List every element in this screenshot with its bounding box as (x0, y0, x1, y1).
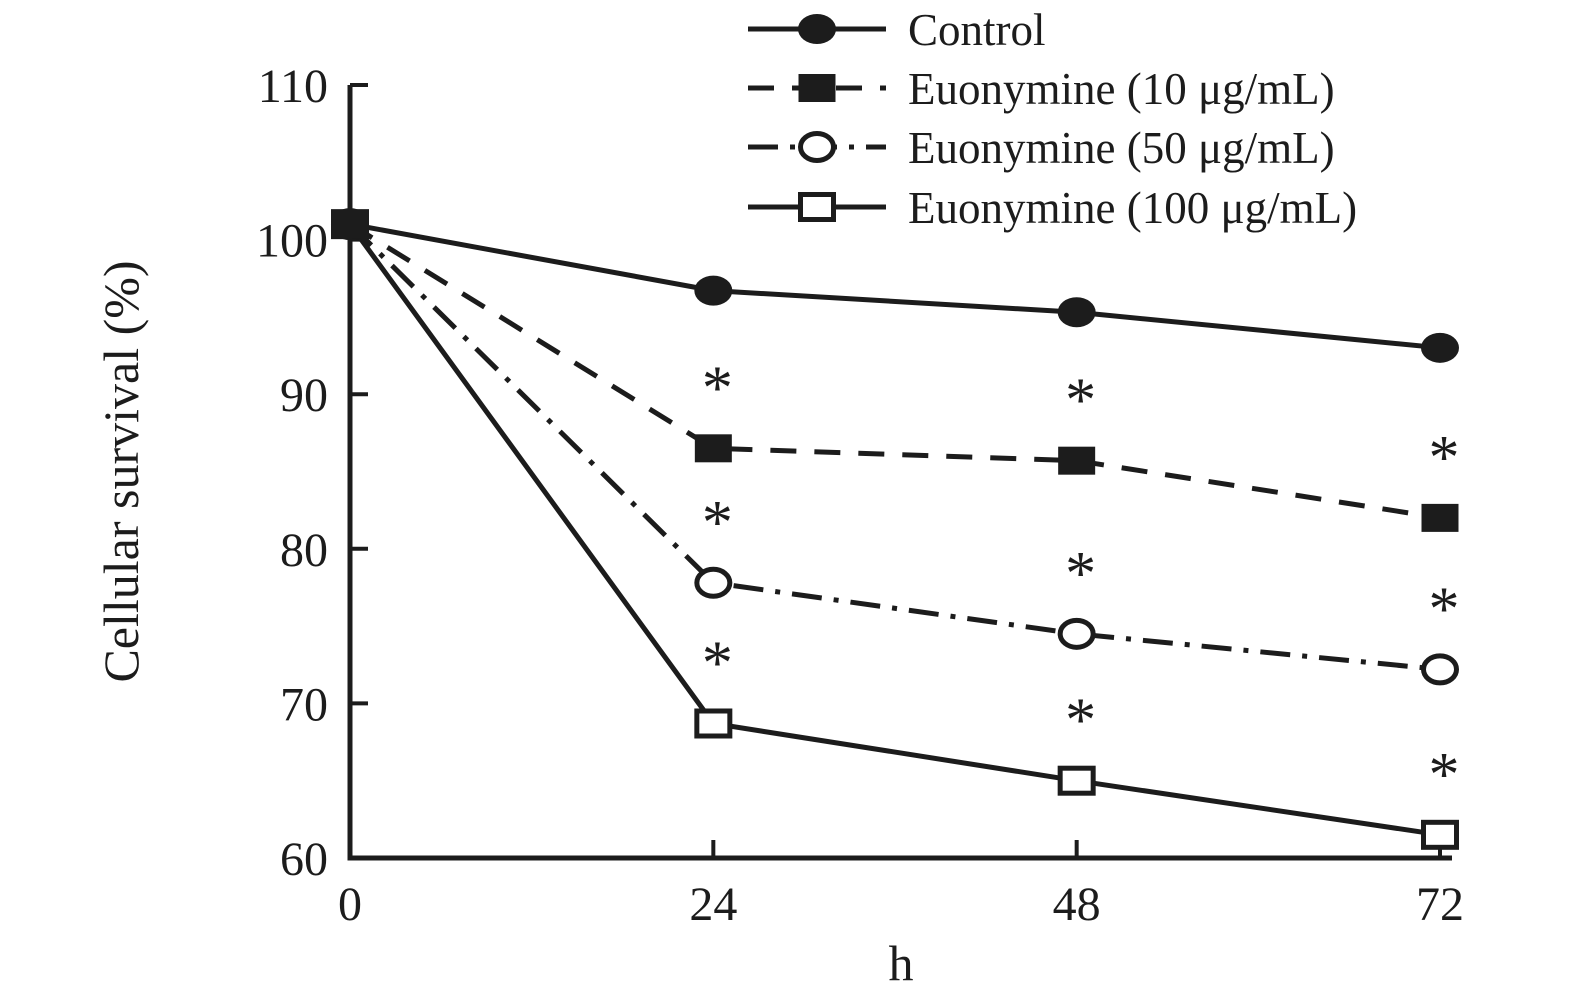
significance-asterisk: * (1429, 575, 1460, 643)
data-point-open-square (1057, 765, 1096, 796)
data-point-filled-square (1421, 503, 1459, 532)
significance-asterisk: * (702, 629, 733, 697)
x-tick-label: 72 (1416, 878, 1464, 931)
significance-asterisk: * (1429, 424, 1460, 492)
data-point-filled-circle (694, 275, 733, 306)
y-axis-title: Cellular survival (%) (93, 260, 149, 682)
data-point-filled-square (1058, 446, 1096, 475)
y-tick-label: 60 (280, 833, 328, 886)
series-line-open-circle (348, 222, 1441, 672)
y-tick-label: 110 (258, 60, 328, 113)
data-point-open-circle (1421, 653, 1459, 686)
y-tick-label: 70 (280, 678, 328, 731)
data-point-filled-square (694, 434, 732, 463)
legend-marker-filled-square (798, 74, 836, 102)
legend-marker-open-square (798, 192, 836, 222)
legend-marker-filled-circle (798, 14, 836, 44)
significance-asterisk: * (1065, 367, 1096, 435)
data-point-open-circle (1057, 617, 1096, 650)
legend-marker-open-circle (798, 131, 836, 163)
x-tick-label: 0 (338, 878, 362, 931)
legend-label: Control (908, 5, 1046, 55)
data-point-filled-square (331, 210, 369, 239)
y-tick-label: 90 (280, 369, 328, 422)
x-tick-label: 48 (1053, 878, 1101, 931)
series-line-filled-circle (349, 221, 1441, 351)
significance-asterisk: * (702, 354, 733, 422)
significance-asterisk: * (1065, 540, 1096, 608)
legend-label: Euonymine (50 μg/mL) (908, 123, 1335, 173)
significance-asterisk: * (702, 489, 733, 557)
series-line-filled-square (348, 222, 1441, 521)
data-point-filled-circle (1057, 297, 1096, 328)
significance-asterisk: * (1429, 741, 1460, 809)
legend-label: Euonymine (100 μg/mL) (908, 183, 1357, 233)
data-point-open-square (1421, 819, 1459, 850)
data-point-open-square (694, 708, 733, 739)
data-point-open-circle (694, 566, 733, 599)
significance-asterisk: * (1065, 687, 1096, 755)
y-tick-label: 80 (280, 524, 328, 577)
y-tick-label: 100 (256, 215, 328, 268)
series-line-open-square (347, 222, 1441, 838)
x-tick-label: 24 (689, 878, 737, 931)
legend-label: Euonymine (10 μg/mL) (908, 64, 1335, 114)
data-point-filled-circle (1421, 332, 1459, 363)
x-axis-title: h (889, 935, 914, 991)
